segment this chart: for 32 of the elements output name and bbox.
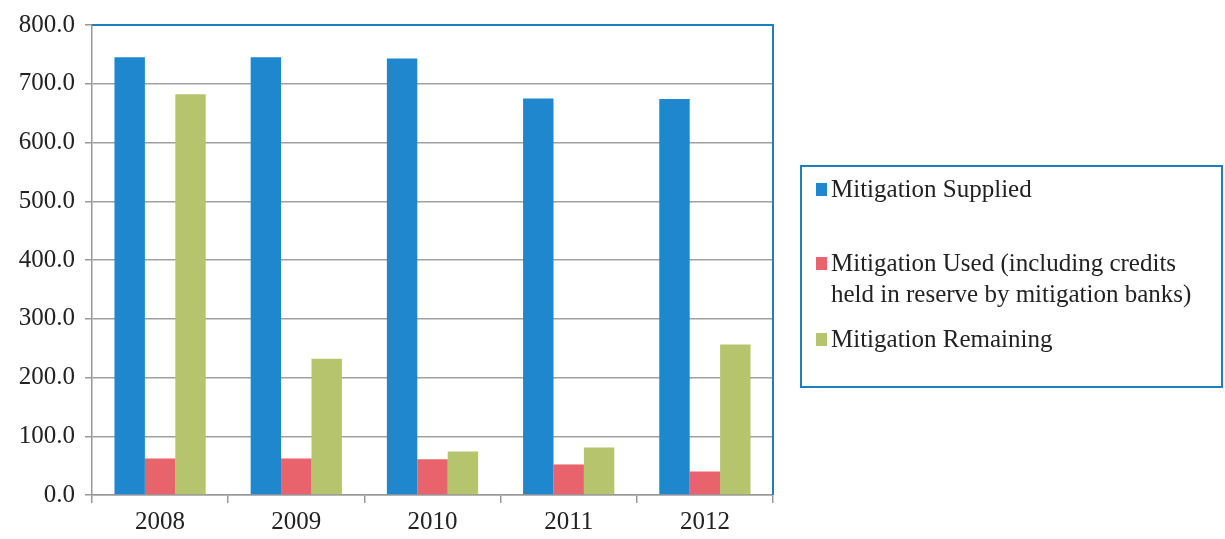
bar (144, 458, 176, 495)
bar (583, 447, 615, 495)
bar (417, 459, 448, 495)
y-tick-label: 100.0 (18, 420, 75, 448)
legend-label: Mitigation Remaining (831, 324, 1053, 354)
bar (386, 58, 418, 495)
bar (553, 464, 584, 495)
bar (281, 458, 312, 495)
y-tick-label: 500.0 (18, 185, 75, 213)
x-tick-label: 2011 (544, 506, 594, 534)
y-tick-label: 200.0 (18, 362, 75, 390)
bar (114, 57, 145, 495)
bar (447, 451, 479, 495)
bar (523, 98, 554, 495)
bar (659, 99, 690, 495)
y-tick-label: 600.0 (18, 127, 75, 155)
legend-label: Mitigation Used (including credits held in reserve by mitigation banks) (831, 248, 1193, 309)
y-tick-label: 400.0 (18, 244, 75, 272)
x-tick-label: 2012 (679, 506, 730, 534)
y-tick-label: 0.0 (43, 479, 75, 507)
y-tick-label: 700.0 (18, 68, 75, 96)
x-tick-label: 2010 (407, 506, 458, 534)
bar (689, 471, 721, 495)
bar (720, 344, 751, 495)
y-tick-label: 800.0 (18, 9, 75, 37)
x-tick-label: 2008 (135, 506, 186, 534)
legend-label: Mitigation Supplied (831, 174, 1032, 204)
bar (175, 94, 206, 495)
y-tick-label: 300.0 (18, 303, 75, 331)
bar (311, 358, 342, 495)
x-tick-label: 2009 (271, 506, 322, 534)
bar (250, 57, 282, 495)
